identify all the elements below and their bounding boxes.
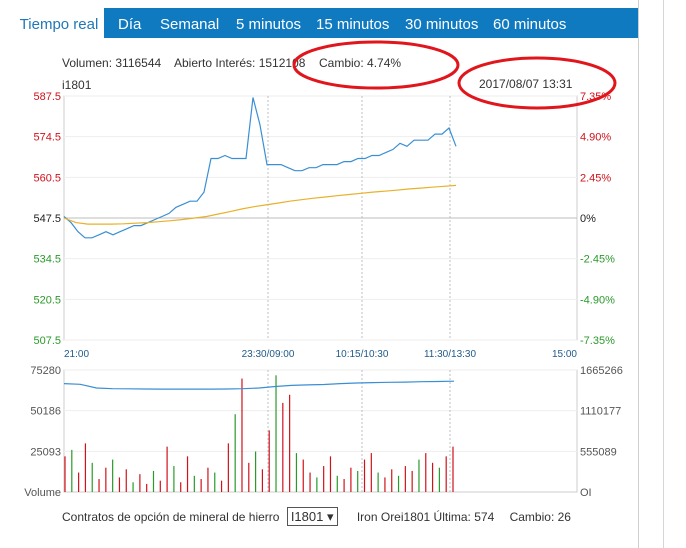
- tab-15min[interactable]: 15 minutos: [316, 16, 390, 33]
- tab-realtime[interactable]: Tiempo real: [14, 8, 104, 38]
- timeframe-tabs: Tiempo real Día Semanal 5 minutos 15 min…: [14, 8, 638, 38]
- volume-tick-label: 75280: [30, 365, 61, 377]
- oi-tick-label: 1665266: [580, 365, 623, 377]
- annotation-ellipse-datetime: [457, 56, 617, 110]
- tab-30min[interactable]: 30 minutos: [405, 16, 479, 33]
- time-tick-label: 21:00: [64, 349, 89, 360]
- tab-weekly[interactable]: Semanal: [160, 16, 220, 33]
- time-tick-label: 15:00: [552, 349, 577, 360]
- open-interest-text: Abierto Interés: 1512108: [174, 56, 306, 70]
- price-tick-label: 574.5: [33, 132, 61, 144]
- pct-tick-label: -2.45%: [580, 254, 615, 266]
- pct-tick-label: 7.35%: [580, 91, 611, 103]
- bottom-change-text: Cambio: 26: [509, 510, 571, 524]
- pct-tick-label: 2.45%: [580, 172, 611, 184]
- time-tick-label: 11:30/13:30: [424, 349, 477, 360]
- price-tick-label: 534.5: [33, 254, 61, 266]
- change-text: Cambio: 4.74%: [319, 56, 402, 70]
- volume-plot-frame: [63, 369, 578, 493]
- pct-tick-label: 0%: [580, 213, 596, 225]
- last-price-text: Iron Orei1801 Última: 574: [356, 510, 495, 524]
- average-price-line: [63, 184, 457, 225]
- contract-code: i1801: [62, 78, 92, 92]
- time-tick-label: 10:15/10:30: [336, 349, 389, 360]
- contract-select[interactable]: I1801 ▾: [286, 507, 338, 526]
- price-series-line: [63, 97, 457, 239]
- price-tick-label: 507.5: [33, 335, 61, 347]
- annotation-ellipse-change: [292, 40, 460, 90]
- volume-tick-label: Volume: [24, 487, 61, 499]
- contract-label: Contratos de opción de mineral de hierro: [62, 510, 280, 524]
- tab-5min[interactable]: 5 minutos: [236, 16, 302, 33]
- pct-tick-label: -4.90%: [580, 294, 615, 306]
- bottom-bar: Contratos de opción de mineral de hierro…: [62, 507, 571, 526]
- open-interest-line: [63, 380, 455, 390]
- oi-tick-label: 555089: [580, 446, 617, 458]
- volume-tick-label: 50186: [30, 406, 61, 418]
- oi-tick-label: OI: [580, 487, 592, 499]
- right-divider: [663, 0, 664, 548]
- price-tick-label: 560.5: [33, 172, 61, 184]
- chart-panel: Tiempo real Día Semanal 5 minutos 15 min…: [14, 0, 639, 548]
- price-tick-label: 547.5: [33, 213, 61, 225]
- volume-tick-label: 25093: [30, 446, 61, 458]
- price-tick-label: 587.5: [33, 91, 61, 103]
- tab-60min[interactable]: 60 minutos: [493, 16, 567, 33]
- time-tick-label: 23:30/09:00: [242, 349, 295, 360]
- datetime-text: 2017/08/07 13:31: [479, 77, 573, 91]
- pct-tick-label: 4.90%: [580, 132, 611, 144]
- tab-day[interactable]: Día: [118, 16, 142, 33]
- pct-tick-label: -7.35%: [580, 335, 615, 347]
- price-tick-label: 520.5: [33, 294, 61, 306]
- oi-tick-label: 1110177: [580, 406, 621, 418]
- volume-text: Volumen: 3116544: [62, 56, 162, 70]
